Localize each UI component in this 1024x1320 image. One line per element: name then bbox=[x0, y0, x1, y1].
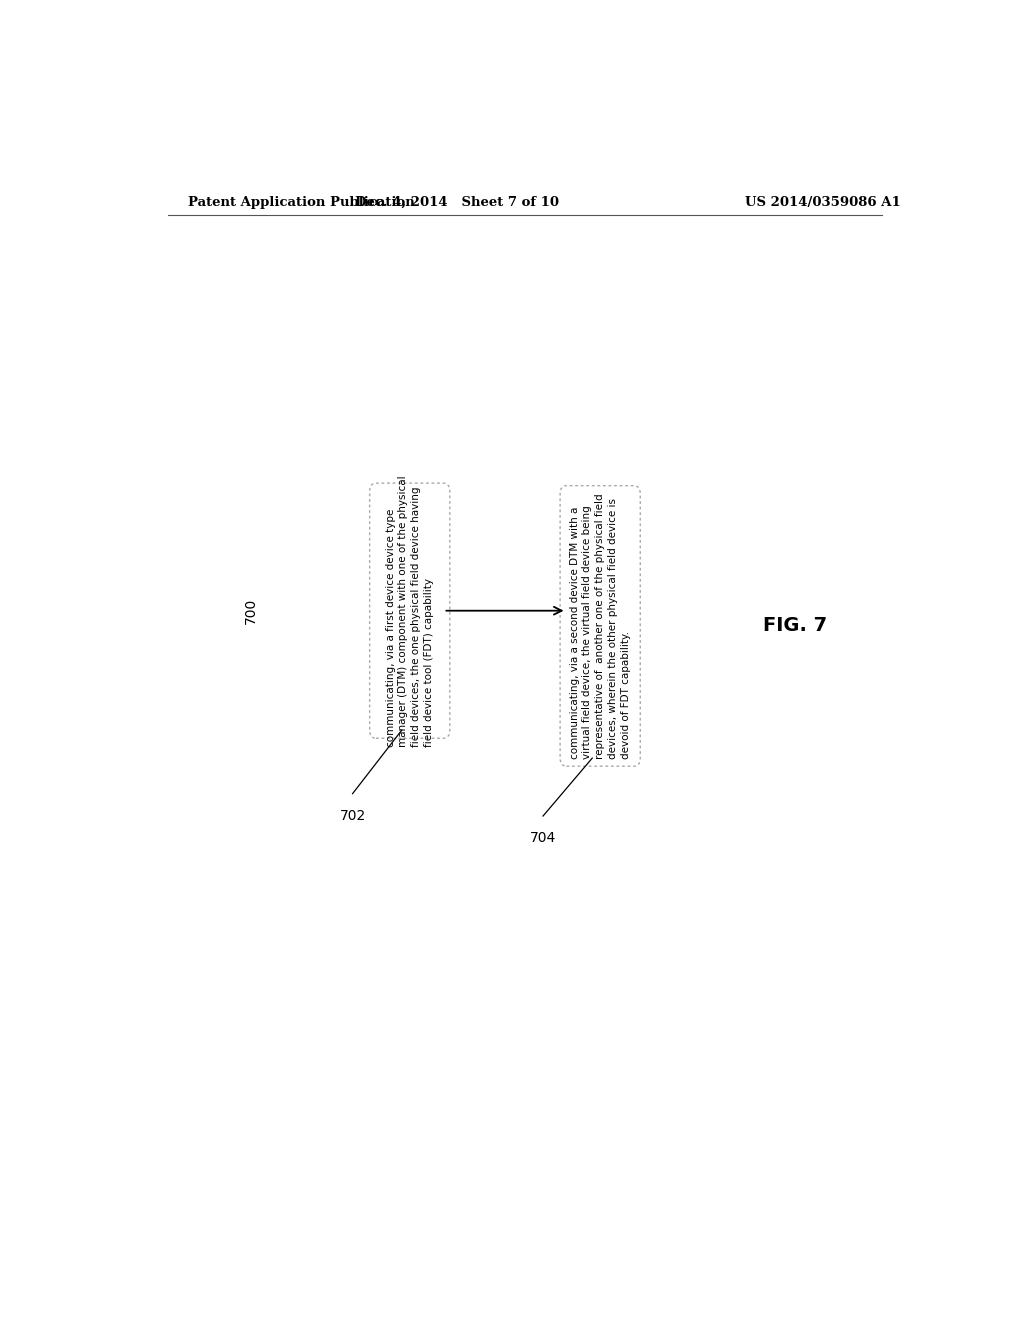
Text: US 2014/0359086 A1: US 2014/0359086 A1 bbox=[744, 195, 900, 209]
Text: Dec. 4, 2014   Sheet 7 of 10: Dec. 4, 2014 Sheet 7 of 10 bbox=[355, 195, 559, 209]
FancyBboxPatch shape bbox=[560, 486, 640, 766]
Text: 702: 702 bbox=[340, 809, 366, 822]
Text: FIG. 7: FIG. 7 bbox=[763, 616, 827, 635]
Text: Patent Application Publication: Patent Application Publication bbox=[187, 195, 415, 209]
Text: 700: 700 bbox=[244, 598, 258, 624]
FancyBboxPatch shape bbox=[370, 483, 450, 738]
Text: communicating, via a first device device type
manager (DTM) component with one o: communicating, via a first device device… bbox=[385, 475, 434, 747]
Text: 704: 704 bbox=[530, 832, 556, 845]
Text: communicating, via a second device DTM with a
virtual field device, the virtual : communicating, via a second device DTM w… bbox=[569, 494, 631, 759]
